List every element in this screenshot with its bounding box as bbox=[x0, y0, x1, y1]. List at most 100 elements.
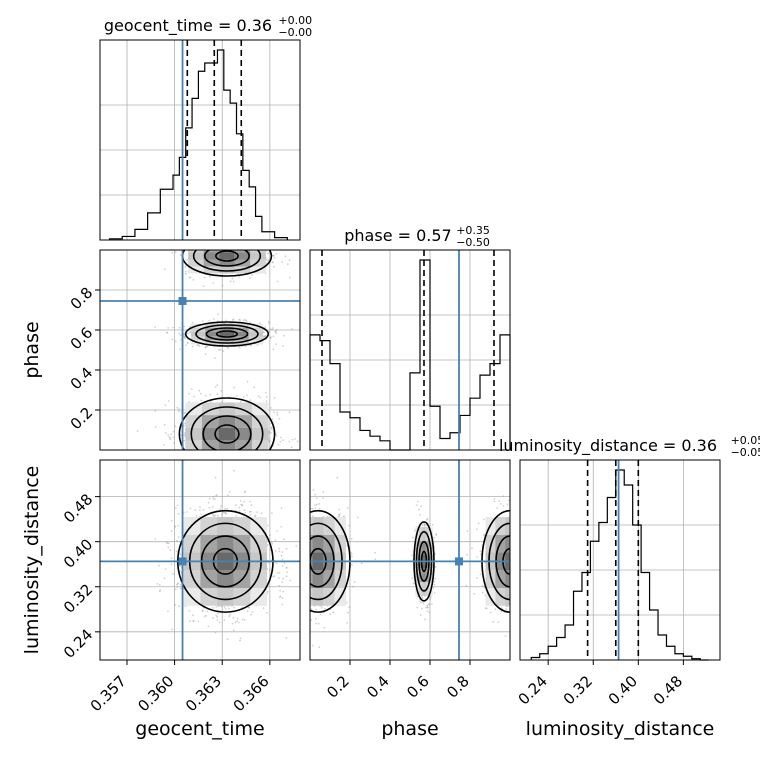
density-cell bbox=[217, 570, 234, 589]
scatter-point bbox=[172, 436, 175, 439]
scatter-point bbox=[280, 525, 283, 528]
scatter-point bbox=[238, 510, 241, 512]
density-cell bbox=[505, 534, 510, 553]
scatter-point bbox=[276, 411, 278, 414]
scatter-point bbox=[244, 345, 247, 348]
scatter-point bbox=[315, 622, 317, 625]
scatter-point bbox=[435, 533, 438, 535]
scatter-point bbox=[280, 554, 283, 557]
scatter-point bbox=[476, 556, 479, 558]
scatter-point bbox=[213, 345, 216, 348]
scatter-point bbox=[271, 512, 273, 514]
scatter-point bbox=[154, 538, 157, 540]
scatter-point bbox=[497, 621, 500, 624]
scatter-point bbox=[193, 395, 196, 398]
density-cell bbox=[422, 526, 426, 541]
density-cell bbox=[505, 570, 510, 589]
scatter-point bbox=[207, 625, 210, 628]
scatter-point bbox=[167, 542, 170, 545]
scatter-point bbox=[272, 254, 274, 257]
scatter-point bbox=[209, 393, 212, 396]
scatter-point bbox=[208, 319, 211, 322]
scatter-point bbox=[163, 577, 166, 580]
scatter-point bbox=[420, 614, 422, 616]
scatter-point bbox=[433, 580, 435, 583]
density-cell bbox=[219, 331, 235, 337]
scatter-point bbox=[206, 345, 209, 348]
density-cell bbox=[334, 534, 346, 553]
scatter-point bbox=[224, 507, 227, 510]
scatter-point bbox=[360, 562, 363, 565]
scatter-point bbox=[186, 342, 189, 344]
scatter-point bbox=[220, 389, 223, 392]
scatter-point bbox=[276, 530, 279, 532]
scatter-point bbox=[338, 513, 340, 516]
scatter-point bbox=[336, 476, 339, 479]
scatter-point bbox=[499, 503, 502, 505]
scatter-point bbox=[269, 534, 271, 537]
scatter-point bbox=[274, 330, 277, 333]
scatter-point bbox=[244, 511, 247, 514]
scatter-point bbox=[201, 610, 204, 613]
scatter-point bbox=[281, 439, 284, 441]
scatter-point bbox=[176, 406, 179, 409]
scatter-point bbox=[285, 575, 288, 578]
scatter-point bbox=[183, 335, 185, 337]
scatter-point bbox=[272, 348, 275, 351]
scatter-point bbox=[429, 596, 432, 598]
scatter-point bbox=[289, 579, 292, 582]
scatter-point bbox=[214, 514, 217, 517]
scatter-point bbox=[220, 514, 223, 516]
scatter-point bbox=[243, 491, 246, 494]
scatter-point bbox=[473, 592, 475, 595]
scatter-point bbox=[273, 411, 275, 414]
density-cell bbox=[334, 570, 346, 589]
scatter-point bbox=[420, 505, 423, 508]
scatter-point bbox=[322, 497, 324, 499]
scatter-point bbox=[418, 513, 421, 516]
scatter-point bbox=[196, 344, 199, 347]
scatter-point bbox=[188, 326, 191, 328]
scatter-point bbox=[200, 399, 203, 402]
scatter-point bbox=[186, 258, 188, 261]
scatter-point bbox=[216, 384, 219, 387]
scatter-point bbox=[197, 620, 200, 623]
scatter-point bbox=[374, 551, 376, 554]
scatter-point bbox=[278, 596, 281, 599]
scatter-point bbox=[270, 336, 272, 339]
scatter-point bbox=[433, 592, 436, 594]
scatter-point bbox=[192, 279, 195, 281]
scatter-point bbox=[350, 555, 353, 558]
scatter-point bbox=[265, 396, 268, 398]
density-cell bbox=[422, 582, 426, 596]
scatter-point bbox=[192, 614, 194, 617]
density-cell bbox=[188, 252, 204, 260]
scatter-point bbox=[166, 331, 168, 334]
scatter-point bbox=[291, 438, 294, 441]
scatter-point bbox=[350, 553, 353, 555]
scatter-point bbox=[323, 607, 326, 610]
scatter-point bbox=[271, 426, 273, 429]
scatter-point bbox=[212, 607, 214, 609]
scatter-point bbox=[426, 518, 429, 520]
scatter-point bbox=[481, 591, 484, 594]
scatter-point bbox=[154, 410, 157, 412]
scatter-point bbox=[281, 565, 284, 567]
scatter-point bbox=[186, 341, 189, 344]
density-cells bbox=[190, 323, 264, 345]
scatter-point bbox=[272, 575, 275, 578]
scatter-point bbox=[294, 438, 296, 440]
scatter-point bbox=[221, 284, 224, 287]
scatter-point bbox=[171, 251, 174, 254]
scatter-point bbox=[250, 344, 253, 347]
scatter-point bbox=[220, 505, 222, 508]
scatter-point bbox=[502, 495, 505, 497]
scatter-point bbox=[218, 348, 220, 351]
density-cell bbox=[205, 331, 220, 337]
scatter-point bbox=[249, 321, 251, 324]
scatter-point bbox=[273, 265, 275, 268]
scatter-point bbox=[326, 515, 328, 518]
scatter-point bbox=[244, 490, 246, 493]
scatter-point bbox=[278, 577, 280, 579]
scatter-point bbox=[424, 523, 426, 526]
